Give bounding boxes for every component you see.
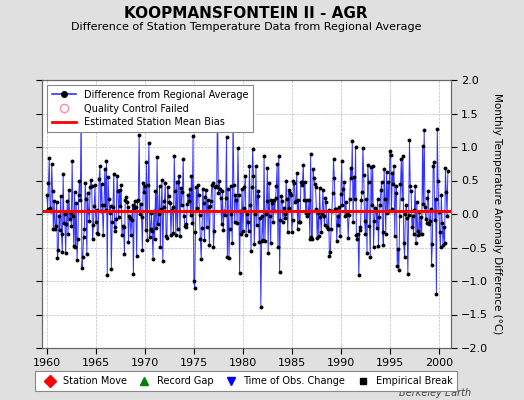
Text: Berkeley Earth: Berkeley Earth — [399, 388, 472, 398]
Text: Difference of Station Temperature Data from Regional Average: Difference of Station Temperature Data f… — [71, 22, 421, 32]
Legend: Station Move, Record Gap, Time of Obs. Change, Empirical Break: Station Move, Record Gap, Time of Obs. C… — [36, 372, 457, 391]
Legend: Difference from Regional Average, Quality Control Failed, Estimated Station Mean: Difference from Regional Average, Qualit… — [47, 85, 253, 132]
Text: KOOPMANSFONTEIN II - AGR: KOOPMANSFONTEIN II - AGR — [125, 6, 368, 21]
Y-axis label: Monthly Temperature Anomaly Difference (°C): Monthly Temperature Anomaly Difference (… — [492, 93, 502, 335]
